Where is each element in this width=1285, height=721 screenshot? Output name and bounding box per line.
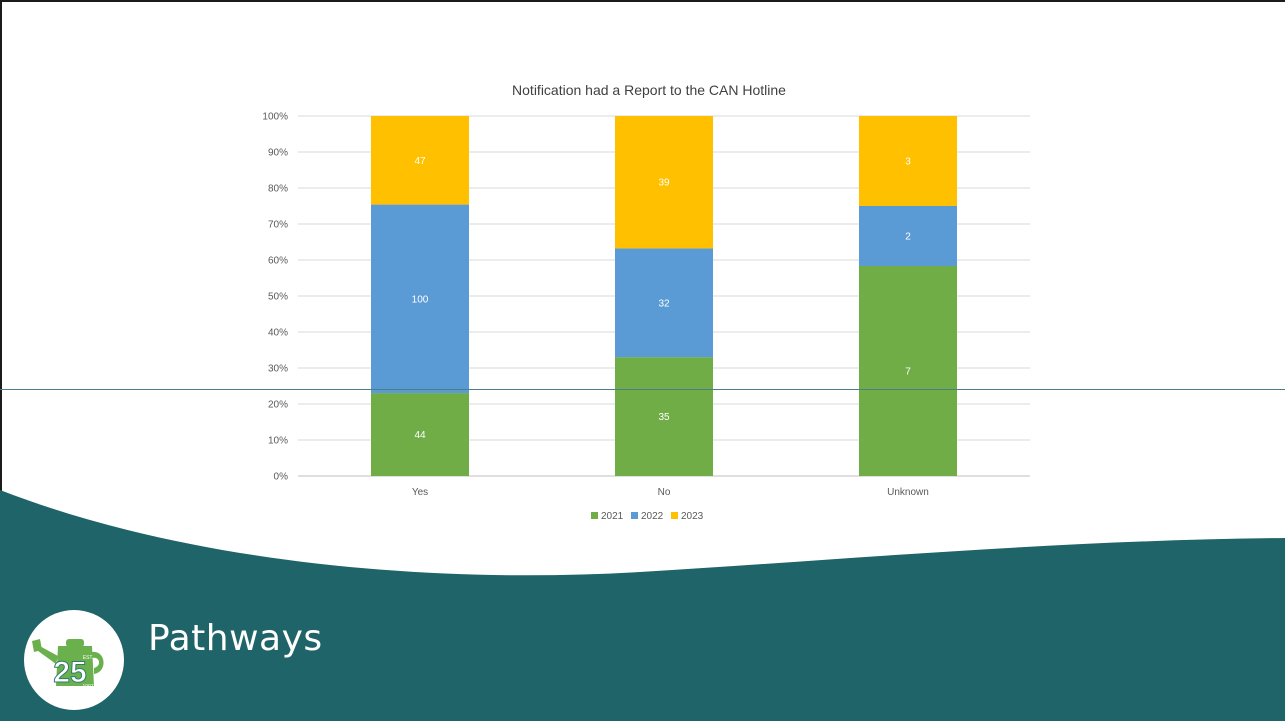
legend-label: 2022 (641, 511, 664, 522)
bar-segment (859, 206, 957, 266)
logo-est-top: EST. (83, 655, 94, 661)
y-tick-label: 100% (262, 112, 288, 123)
bar-segment (615, 248, 713, 358)
bar-segment (859, 266, 957, 476)
y-axis: 0% 10% 20% 30% 40% 50% 60% 70% 80% 90% 100% (262, 112, 288, 483)
y-tick-label: 60% (268, 256, 288, 267)
chart-title: Notification had a Report to the CAN Hot… (512, 82, 786, 98)
footer-wave (0, 490, 1285, 721)
legend: 2021 2022 2023 (591, 511, 704, 522)
bar-segment (615, 357, 713, 476)
bars: 44 100 47 35 32 39 7 2 3 (371, 116, 957, 476)
y-tick-label: 10% (268, 436, 288, 447)
slide-title: Pathways (148, 618, 323, 659)
y-tick-label: 30% (268, 364, 288, 375)
x-axis: Yes No Unknown (412, 487, 929, 498)
bar-segment (371, 204, 469, 394)
legend-swatch (591, 512, 598, 519)
bar-segment (859, 116, 957, 206)
data-label: 35 (658, 412, 670, 423)
x-tick-label: Yes (412, 487, 428, 498)
data-label: 2 (905, 232, 911, 243)
legend-swatch (631, 512, 638, 519)
y-tick-label: 90% (268, 148, 288, 159)
slide-border-top (0, 0, 1285, 2)
logo: 25 EST. 1997 (24, 610, 124, 710)
y-tick-label: 70% (268, 220, 288, 231)
data-label: 44 (414, 430, 426, 441)
y-tick-label: 80% (268, 184, 288, 195)
data-label: 7 (905, 367, 911, 378)
y-tick-label: 0% (274, 472, 289, 483)
bar-segment (371, 116, 469, 205)
y-tick-label: 50% (268, 292, 288, 303)
y-tick-label: 20% (268, 400, 288, 411)
legend-swatch (671, 512, 678, 519)
bar-segment (371, 393, 469, 476)
bar-segment (615, 116, 713, 249)
logo-est-bottom: 1997 (82, 684, 93, 690)
x-tick-label: No (658, 487, 671, 498)
data-label: 100 (412, 294, 429, 305)
data-label: 39 (658, 178, 670, 189)
data-label: 47 (414, 156, 426, 167)
y-tick-label: 40% (268, 328, 288, 339)
data-label: 3 (905, 157, 911, 168)
divider-line (0, 389, 1285, 390)
data-label: 32 (658, 298, 670, 309)
legend-label: 2023 (681, 511, 704, 522)
watering-can-icon (32, 639, 104, 686)
x-tick-label: Unknown (887, 487, 929, 498)
logo-number: 25 (53, 656, 86, 689)
legend-label: 2021 (601, 511, 624, 522)
slide-border-left (0, 0, 2, 721)
